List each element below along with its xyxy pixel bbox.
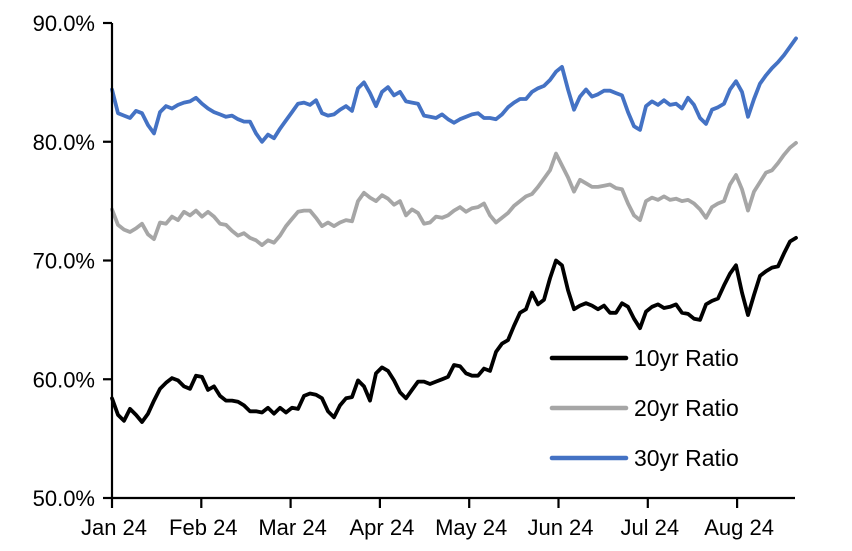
- legend-item-30yr-ratio: 30yr Ratio: [549, 445, 739, 471]
- y-tick-label: 90.0%: [33, 11, 95, 36]
- series-line-10yr-ratio: [110, 235, 798, 424]
- legend-item-10yr-ratio: 10yr Ratio: [549, 345, 739, 371]
- legend: 10yr Ratio 20yr Ratio 30yr Ratio: [549, 345, 739, 471]
- x-tick-label: Aug 24: [704, 515, 774, 540]
- axes: [103, 21, 795, 508]
- y-tick-label: 70.0%: [33, 249, 95, 274]
- x-tick-label: Apr 24: [349, 515, 414, 540]
- legend-item-20yr-ratio: 20yr Ratio: [549, 395, 739, 421]
- y-tick-label: 60.0%: [33, 367, 95, 392]
- series-line-30yr-ratio: [110, 36, 798, 144]
- series-line-20yr-ratio: [110, 140, 798, 248]
- x-tick-label: Jul 24: [620, 515, 679, 540]
- legend-label: 30yr Ratio: [634, 445, 739, 471]
- legend-label: 20yr Ratio: [634, 395, 739, 421]
- x-tick-label: May 24: [435, 515, 507, 540]
- x-tick-label: Jun 24: [527, 515, 593, 540]
- axis-labels: 50.0% 60.0% 70.0% 80.0% 90.0% Jan 24 Feb 24 Mar…: [33, 11, 774, 540]
- y-tick-label: 50.0%: [33, 486, 95, 511]
- x-tick-label: Jan 24: [81, 515, 147, 540]
- legend-label: 10yr Ratio: [634, 345, 739, 371]
- plot-series: [110, 36, 798, 424]
- x-tick-label: Mar 24: [258, 515, 326, 540]
- x-tick-label: Feb 24: [169, 515, 238, 540]
- y-tick-label: 80.0%: [33, 130, 95, 155]
